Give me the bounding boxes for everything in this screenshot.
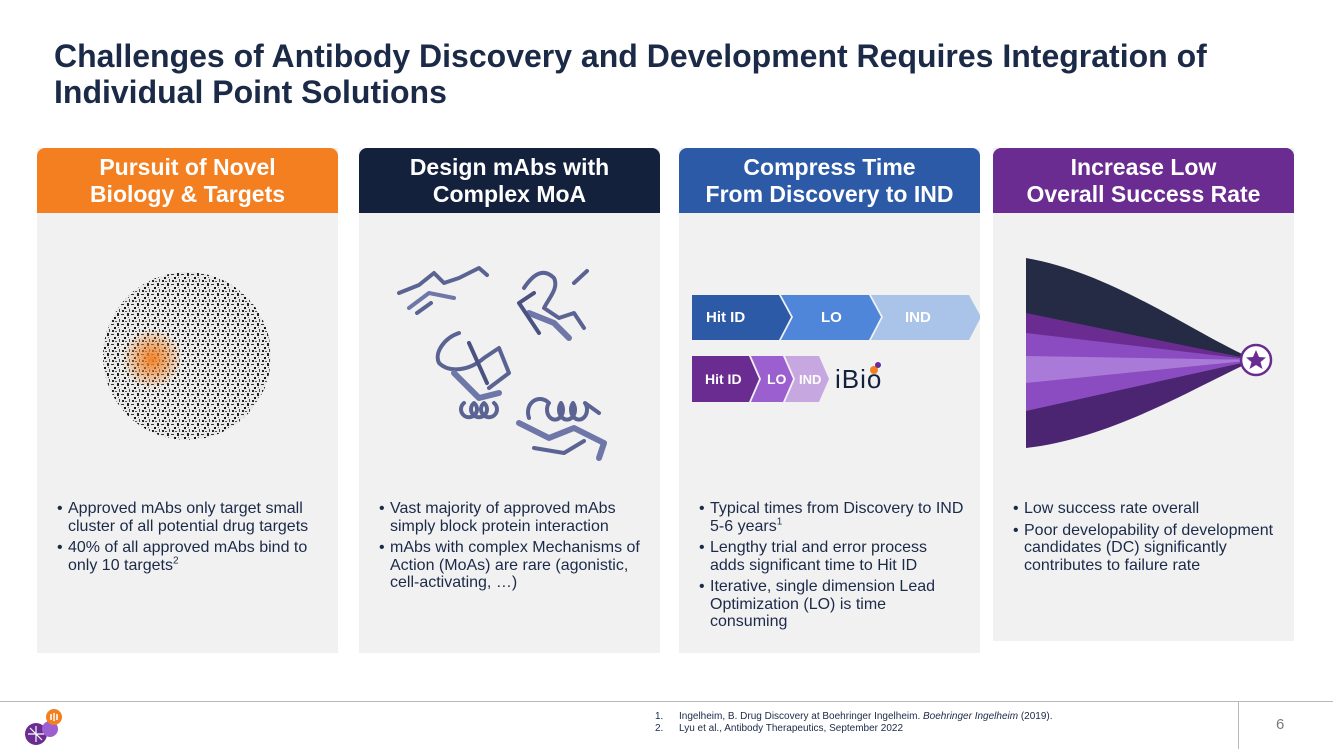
footnote-ref: 1 [776,516,783,528]
card-bullets: Low success rate overall Poor developabi… [1013,500,1280,578]
bullet: mAbs with complex Mechanisms of Action (… [379,539,646,592]
card-complex-moa: Design mAbs with Complex MoA Vast majori… [359,148,660,653]
chevron-lo [751,356,793,402]
footnote-ref: 2 [172,555,179,567]
star-icon [1246,350,1266,369]
standard-timeline: Hit ID LO IND [692,295,980,340]
protein-structure-2 [517,269,589,341]
card-compress-time: Compress Time From Discovery to IND Hit … [679,148,980,653]
funnel-band [1026,313,1255,360]
timeline-graphic: Hit ID LO IND Hit ID LO IND iBio [692,295,980,402]
footnote-text: Ingelheim, B. Drug Discovery at Boehring… [679,711,924,722]
card-header-line: Biology & Targets [89,180,286,207]
target-cluster-graphic [103,272,271,440]
card-header-line: Overall Success Rate [1026,180,1261,207]
card-bullets: Vast majority of approved mAbs simply bl… [379,500,646,596]
footnote-number: 2. [655,723,664,734]
footnotes: 1. Ingelheim, B. Drug Discovery at Boehri… [655,711,1053,735]
protein-structure-4 [516,397,607,461]
bullet: Lengthy trial and error process adds sig… [699,539,966,574]
card-success-rate: Increase Low Overall Success Rate Low su… [993,148,1294,641]
funnel-band [1026,360,1255,448]
page-number: 6 [1276,716,1285,733]
bullet: Low success rate overall [1013,500,1280,518]
protein-structure-3 [435,331,511,420]
page-number-divider [1238,702,1239,749]
footnote-text: Lyu et al., Antibody Therapeutics, Septe… [679,723,904,734]
chevron-ind [785,356,829,402]
card-header: Pursuit of Novel Biology & Targets [37,148,338,213]
timeline-label: IND [905,309,931,326]
card-header: Compress Time From Discovery to IND [679,148,980,213]
card-bullets: Approved mAbs only target small cluster … [57,500,324,578]
funnel-graphic [1026,258,1273,448]
card-header-line: Pursuit of Novel [99,153,276,180]
bullet: Iterative, single dimension Lead Optimiz… [699,578,966,631]
footnote-italic: Boehringer Ingelheim [923,711,1019,722]
card-bullets: Typical times from Discovery to IND 5-6 … [699,500,966,635]
bullet: Typical times from Discovery to IND 5-6 … [699,500,966,535]
timeline-label: Hit ID [706,309,745,326]
bullet-text: Typical times from Discovery to IND 5-6 … [710,500,964,535]
ibio-logo-icon [25,709,62,745]
ibio-logo-text: iBio [835,364,882,394]
card-header: Increase Low Overall Success Rate [993,148,1294,213]
bullet-text: 40% of all approved mAbs bind to only 10… [68,539,308,574]
chevron-hit-id [692,356,759,402]
card-header: Design mAbs with Complex MoA [359,148,660,213]
card-novel-biology: Pursuit of Novel Biology & Targets [37,148,338,653]
bullet: 40% of all approved mAbs bind to only 10… [57,539,324,574]
card-header-line: Design mAbs with [409,153,610,180]
chevron-lo [781,295,881,340]
timeline-label: LO [767,371,787,387]
ibio-timeline: Hit ID LO IND [692,356,829,402]
timeline-label: LO [821,309,842,326]
footer-divider-line [0,701,1333,702]
funnel [1026,258,1255,448]
card-header-line: Increase Low [1070,153,1217,180]
footnote: 2. Lyu et al., Antibody Therapeutics, Sep… [655,723,1053,735]
page-title: Challenges of Antibody Discovery and Dev… [54,38,1207,110]
chevron-hit-id [871,295,980,340]
funnel-band [1026,258,1255,360]
footnote: 1. Ingelheim, B. Drug Discovery at Boehri… [655,711,1053,723]
protein-structure-1 [397,266,489,315]
ibio-logo: iBio [835,362,882,394]
timeline-label: IND [799,372,821,387]
bullet: Vast majority of approved mAbs simply bl… [379,500,646,535]
funnel-band [1026,333,1255,360]
card-header-line: Compress Time [743,153,916,180]
chevron-ind [692,295,791,340]
timeline-label: Hit ID [705,371,742,387]
card-header-line: From Discovery to IND [705,180,954,207]
bullet: Approved mAbs only target small cluster … [57,500,324,535]
footnote-number: 1. [655,711,664,722]
protein-structures-graphic [397,266,607,461]
card-header-line: Complex MoA [432,180,587,207]
target-cluster-highlight [122,329,182,389]
footnote-text: (2019). [1018,711,1053,722]
bullet: Poor developability of development candi… [1013,522,1280,575]
target-space-circle [103,272,271,440]
